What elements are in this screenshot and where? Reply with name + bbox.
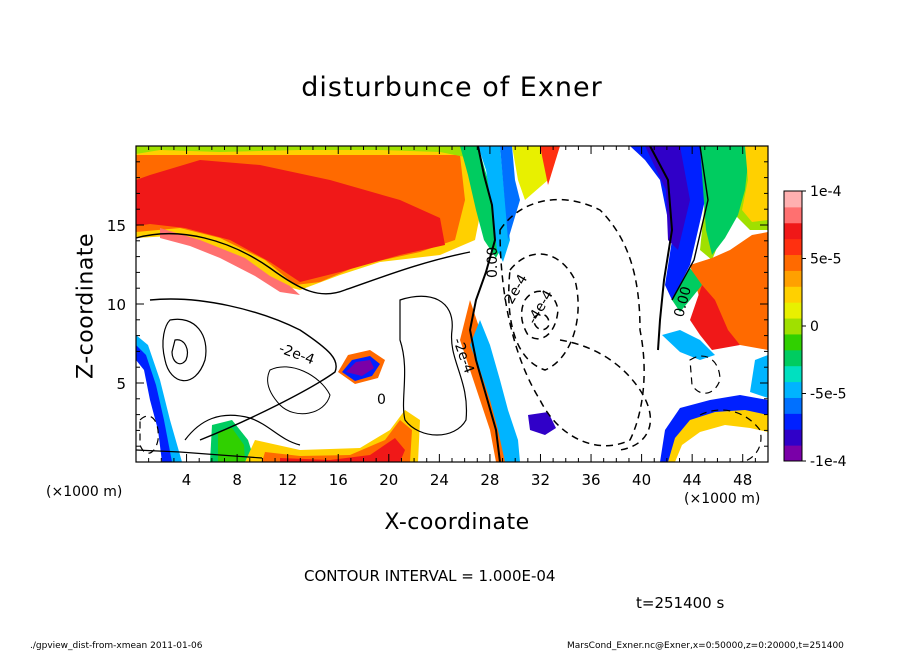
x-tick-label: 16 bbox=[329, 471, 348, 489]
y-axis-ticks: 5 10 15 bbox=[107, 161, 768, 447]
y-tick-label: 5 bbox=[116, 375, 126, 393]
y-tick-label: 10 bbox=[107, 296, 126, 314]
colorbar-swatch bbox=[784, 318, 802, 335]
contour-interval-text: CONTOUR INTERVAL = 1.000E-04 bbox=[304, 567, 556, 585]
y-tick-label: 15 bbox=[107, 217, 126, 235]
x-tick-label: 36 bbox=[581, 471, 600, 489]
colorbar-swatch bbox=[784, 302, 802, 319]
colorbar-tick-label: 5e-5 bbox=[810, 252, 841, 268]
contour-label: 0.00 bbox=[485, 247, 501, 278]
colorbar-swatch bbox=[784, 206, 802, 224]
colorbar-swatch bbox=[784, 445, 802, 462]
dashed-contours bbox=[139, 198, 762, 462]
colorbar-tick-label: -1e-4 bbox=[810, 454, 847, 470]
x-tick-label: 28 bbox=[480, 471, 499, 489]
x-tick-label: 44 bbox=[683, 471, 702, 489]
x-axis-ticks: 4 8 12 16 20 24 28 32 36 40 44 48 bbox=[148, 146, 756, 489]
x-tick-label: 40 bbox=[632, 471, 651, 489]
colorbar-swatch bbox=[784, 349, 802, 367]
contour-label: 0 bbox=[377, 392, 386, 408]
colorbar-swatch bbox=[784, 286, 802, 303]
y-axis-label: Z-coordinate bbox=[73, 233, 99, 379]
colorbar bbox=[783, 190, 803, 462]
colorbar-tick-label: -5e-5 bbox=[810, 387, 847, 403]
colorbar-tick-label: 0 bbox=[810, 319, 819, 335]
contour-lines bbox=[136, 146, 709, 462]
colorbar-swatch bbox=[784, 429, 802, 446]
x-tick-label: 4 bbox=[182, 471, 192, 489]
colorbar-ticks: 1e-4 5e-5 0 -5e-5 -1e-4 bbox=[802, 184, 847, 470]
colorbar-swatch bbox=[784, 254, 802, 271]
chart-title: disturbunce of Exner bbox=[301, 72, 603, 103]
contour-label: 0.00 bbox=[671, 285, 695, 319]
colorbar-swatch bbox=[784, 191, 802, 208]
colorbar-swatch bbox=[784, 397, 802, 414]
x-tick-label: 12 bbox=[278, 471, 297, 489]
x-tick-label: 20 bbox=[379, 471, 398, 489]
colorbar-swatch bbox=[784, 365, 802, 383]
x-tick-label: 32 bbox=[531, 471, 550, 489]
colorbar-swatch bbox=[784, 270, 802, 287]
footer-left: ./gpview_dist-from-xmean 2011-01-06 bbox=[30, 641, 203, 651]
x-unit-right: (×1000 m) bbox=[684, 491, 761, 507]
colorbar-swatch bbox=[784, 222, 802, 240]
x-unit-left: (×1000 m) bbox=[46, 484, 123, 500]
colorbar-swatch bbox=[784, 381, 802, 398]
colorbar-swatch bbox=[784, 238, 802, 256]
time-label: t=251400 s bbox=[636, 594, 725, 612]
x-axis-label: X-coordinate bbox=[384, 510, 530, 535]
colorbar-swatch bbox=[784, 333, 802, 351]
footer-right: MarsCond_Exner.nc@Exner,x=0:50000,z=0:20… bbox=[567, 641, 844, 651]
colorbar-tick-label: 1e-4 bbox=[810, 184, 842, 200]
x-tick-label: 48 bbox=[733, 471, 752, 489]
x-tick-label: 24 bbox=[430, 471, 449, 489]
colorbar-swatch bbox=[784, 413, 802, 430]
x-tick-label: 8 bbox=[232, 471, 242, 489]
heatmap-field bbox=[136, 146, 768, 462]
